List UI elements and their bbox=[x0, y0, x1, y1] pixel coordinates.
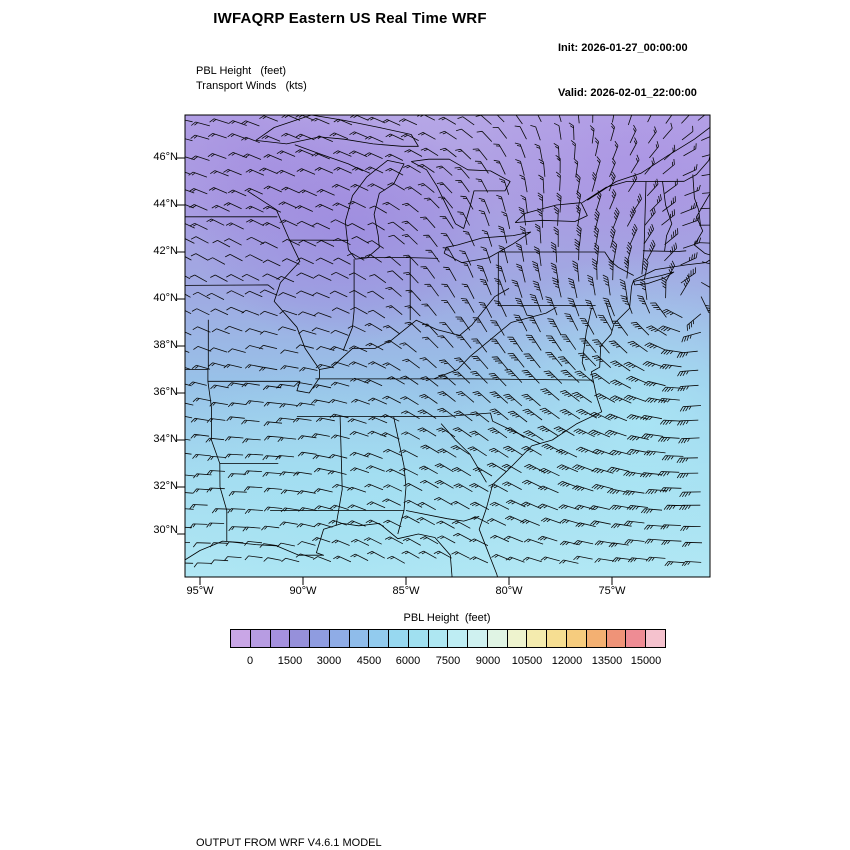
colorbar-segment bbox=[231, 630, 250, 647]
lon-tick-label: 85°W bbox=[392, 585, 420, 597]
colorbar-segment bbox=[249, 630, 270, 647]
colorbar-tick-label: 12000 bbox=[551, 655, 583, 667]
colorbar-segment bbox=[506, 630, 527, 647]
wrf-map-canvas bbox=[177, 114, 711, 585]
lon-tick-label: 90°W bbox=[289, 585, 317, 597]
valid-time: Valid: 2026-02-01_22:00:00 bbox=[558, 87, 697, 99]
lat-tick-label: 42°N bbox=[153, 245, 178, 257]
colorbar-segment bbox=[486, 630, 507, 647]
plot-title: IWFAQRP Eastern US Real Time WRF bbox=[213, 10, 487, 27]
colorbar-title: PBL Height (feet) bbox=[403, 612, 491, 624]
lat-tick-label: 34°N bbox=[153, 433, 178, 445]
colorbar-tick-label: 9000 bbox=[475, 655, 501, 667]
map-border bbox=[184, 114, 711, 578]
colorbar-segment bbox=[467, 630, 487, 647]
colorbar-segment bbox=[388, 630, 408, 647]
init-valid-block: Init: 2026-01-27_00:00:00 Valid: 2026-02… bbox=[558, 11, 697, 116]
colorbar-segment bbox=[368, 630, 389, 647]
colorbar-segment bbox=[289, 630, 310, 647]
colorbar bbox=[230, 629, 666, 648]
lon-tick-label: 75°W bbox=[598, 585, 626, 597]
lat-tick-label: 38°N bbox=[153, 339, 178, 351]
colorbar-segment bbox=[328, 630, 349, 647]
map-fill-shading bbox=[185, 115, 710, 577]
colorbar-tick-label: 6000 bbox=[395, 655, 421, 667]
colorbar-tick-label: 0 bbox=[246, 655, 254, 667]
colorbar-segment bbox=[427, 630, 448, 647]
footer-model-line: OUTPUT FROM WRF V4.6.1 MODEL bbox=[196, 837, 382, 849]
colorbar-tick-label: 10500 bbox=[511, 655, 543, 667]
colorbar-tick-label: 15000 bbox=[630, 655, 662, 667]
footer-block: OUTPUT FROM WRF V4.6.1 MODEL WE = 310 ; … bbox=[196, 808, 629, 850]
colorbar-segment bbox=[566, 630, 586, 647]
colorbar-segment bbox=[546, 630, 567, 647]
init-time: Init: 2026-01-27_00:00:00 bbox=[558, 42, 688, 54]
colorbar-segment bbox=[309, 630, 329, 647]
colorbar-tick-label: 13500 bbox=[591, 655, 623, 667]
lon-tick-label: 95°W bbox=[186, 585, 214, 597]
colorbar-tick-label: 3000 bbox=[316, 655, 342, 667]
colorbar-tick-label: 4500 bbox=[356, 655, 382, 667]
lon-tick-label: 80°W bbox=[495, 585, 523, 597]
lat-tick-label: 30°N bbox=[153, 524, 178, 536]
field-label: PBL Height (feet) bbox=[196, 65, 287, 77]
colorbar-segment bbox=[526, 630, 547, 647]
lat-tick-label: 44°N bbox=[153, 198, 178, 210]
colorbar-segment bbox=[645, 630, 665, 647]
colorbar-tick-label: 1500 bbox=[277, 655, 303, 667]
colorbar-tick-label: 7500 bbox=[435, 655, 461, 667]
wind-label: Transport Winds (kts) bbox=[196, 80, 307, 92]
colorbar-segment bbox=[585, 630, 606, 647]
colorbar-segment bbox=[625, 630, 646, 647]
lat-tick-label: 46°N bbox=[153, 151, 178, 163]
lat-tick-label: 36°N bbox=[153, 386, 178, 398]
colorbar-segment bbox=[348, 630, 369, 647]
lat-tick-label: 40°N bbox=[153, 292, 178, 304]
colorbar-segment bbox=[605, 630, 626, 647]
colorbar-segment bbox=[407, 630, 428, 647]
colorbar-segment bbox=[269, 630, 290, 647]
colorbar-segment bbox=[447, 630, 468, 647]
axis-ticks bbox=[177, 157, 613, 585]
lat-tick-label: 32°N bbox=[153, 480, 178, 492]
